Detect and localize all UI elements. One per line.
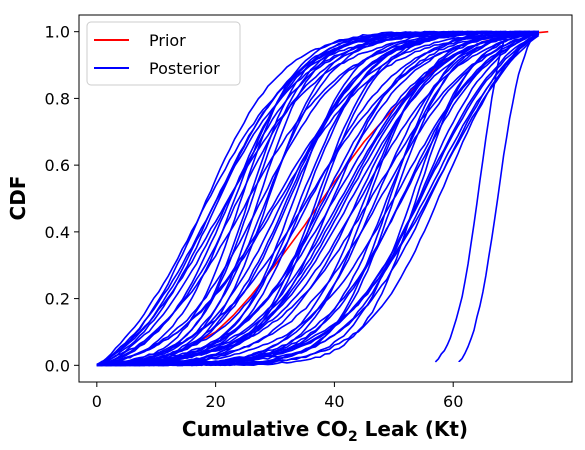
x-tick-label: 0 bbox=[92, 392, 102, 411]
x-axis-title: Cumulative CO2 Leak (Kt) bbox=[182, 417, 468, 445]
curves-layer bbox=[96, 30, 549, 367]
y-axis-title: CDF bbox=[6, 176, 30, 221]
posterior-cdf-line bbox=[434, 32, 508, 363]
axis-ticks: 0 20 40 60 0.0 0.2 0.4 0.6 0.8 1.0 bbox=[45, 23, 464, 411]
posterior-cdf-line bbox=[96, 34, 540, 367]
posterior-cdf-line bbox=[96, 30, 539, 367]
y-tick-label: 0.8 bbox=[45, 89, 70, 108]
posterior-cdf-line bbox=[96, 33, 540, 367]
y-tick-label: 0.0 bbox=[45, 356, 70, 375]
posterior-cdf-line bbox=[96, 32, 539, 367]
legend: Prior Posterior bbox=[86, 21, 241, 86]
y-tick-label: 0.4 bbox=[45, 223, 70, 242]
x-tick-label: 20 bbox=[205, 392, 225, 411]
legend-posterior-label: Posterior bbox=[149, 59, 220, 78]
y-tick-label: 0.6 bbox=[45, 156, 70, 175]
x-tick-label: 40 bbox=[324, 392, 344, 411]
y-tick-label: 0.2 bbox=[45, 290, 70, 309]
y-tick-label: 1.0 bbox=[45, 23, 70, 42]
legend-prior-label: Prior bbox=[149, 31, 186, 50]
posterior-cdf-line bbox=[458, 31, 538, 363]
x-tick-label: 60 bbox=[443, 392, 463, 411]
plot-frame bbox=[78, 14, 573, 383]
legend-box bbox=[86, 21, 241, 86]
